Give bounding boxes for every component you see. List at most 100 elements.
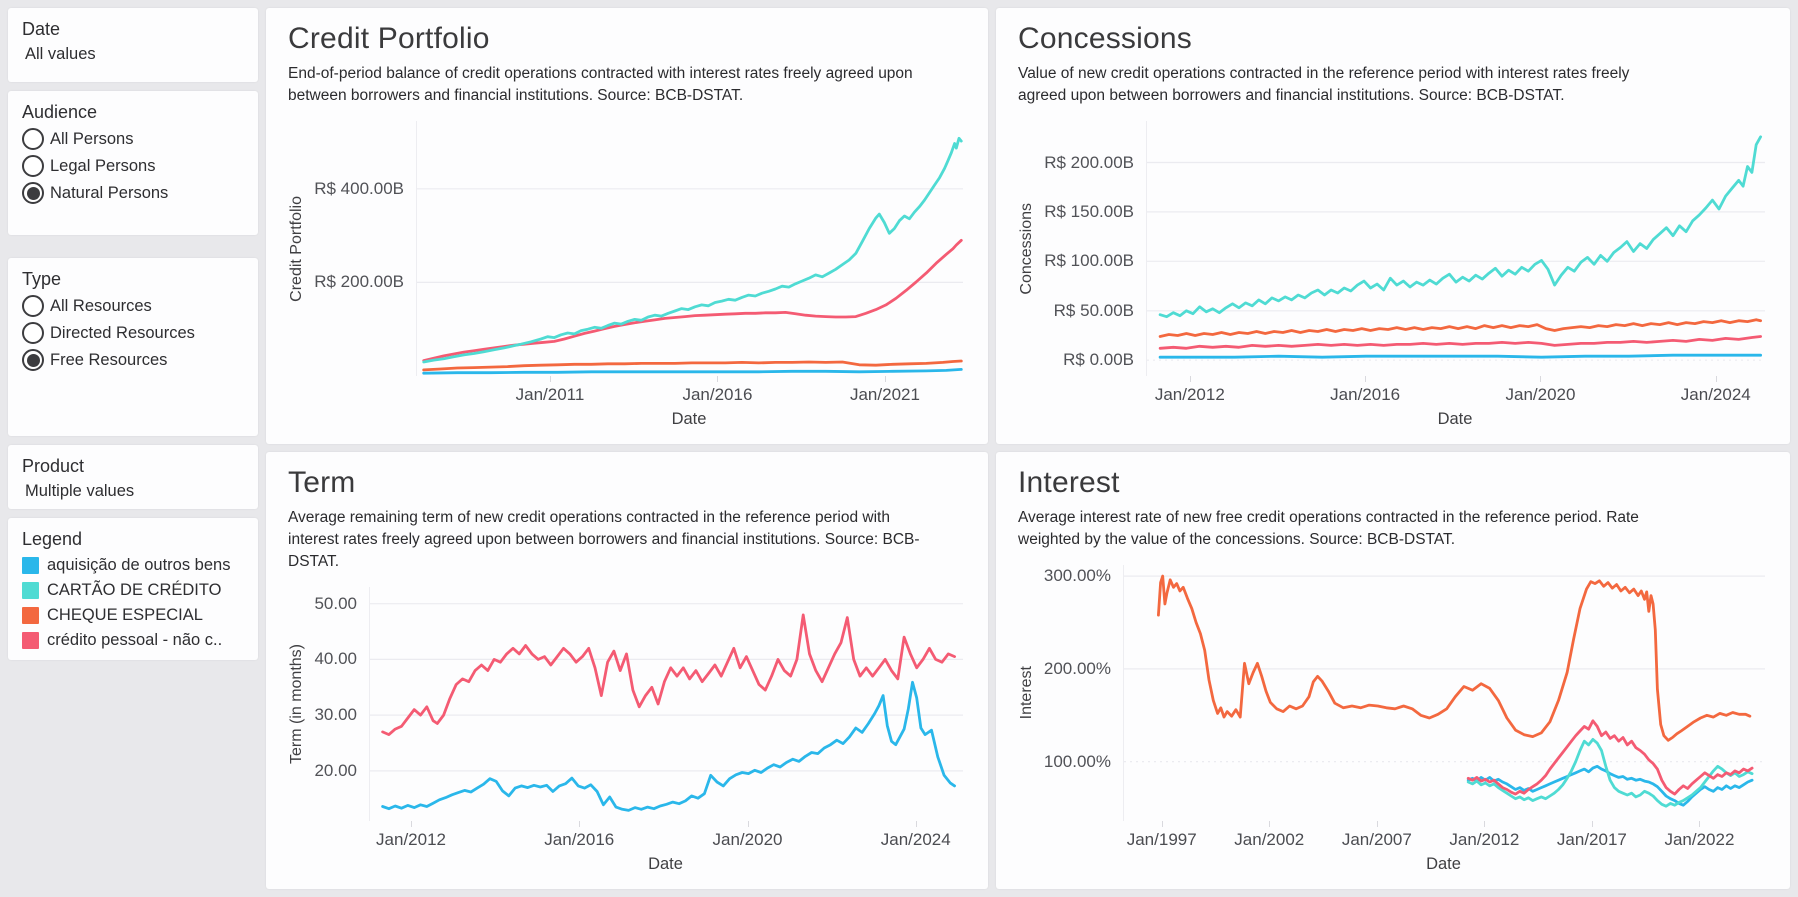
filter-sidebar: Date All values Audience All Persons Leg… xyxy=(8,8,258,889)
legend-item-aquisicao[interactable]: aquisição de outros bens xyxy=(22,556,244,575)
series-line-cheque xyxy=(422,359,963,372)
chart-title: Credit Portfolio xyxy=(288,22,490,55)
chart-title: Term xyxy=(288,466,356,499)
x-tick-mark xyxy=(1591,821,1593,827)
x-tick-label: Jan/2016 xyxy=(1330,385,1401,404)
legend-item-label: crédito pessoal - não c.. xyxy=(47,631,223,649)
y-tick-label: R$ 100.00B xyxy=(1044,251,1134,271)
type-filter-label: Type xyxy=(22,269,62,289)
x-tick-label: Jan/2020 xyxy=(712,830,783,849)
y-tick-label: 40.00 xyxy=(314,649,357,669)
x-tick-label: Jan/2002 xyxy=(1234,830,1305,849)
product-filter-value[interactable]: Multiple values xyxy=(25,482,135,500)
radio-option-label: Free Resources xyxy=(50,350,168,369)
legend-swatch-icon xyxy=(22,557,39,574)
series-line-pessoal xyxy=(422,238,963,363)
audience-option-legal-persons[interactable]: Legal Persons xyxy=(22,155,244,177)
chart-title: Interest xyxy=(1018,466,1120,499)
x-tick-mark xyxy=(1540,376,1542,382)
x-tick-label: Jan/2021 xyxy=(849,385,920,404)
product-filter-card: Product Multiple values xyxy=(8,445,258,509)
x-axis-tick-labels: Jan/2011 Jan/2016 Jan/2021 xyxy=(416,376,962,410)
x-tick-mark xyxy=(579,821,581,827)
x-tick-mark xyxy=(884,376,886,382)
radio-option-label: Directed Resources xyxy=(50,323,195,342)
radio-option-label: Natural Persons xyxy=(50,183,169,202)
legend-item-label: CARTÃO DE CRÉDITO xyxy=(47,581,222,599)
chart-description: Average remaining term of new credit ope… xyxy=(288,509,920,570)
x-tick-label: Jan/2024 xyxy=(1680,385,1751,404)
x-tick-label: Jan/1997 xyxy=(1126,830,1197,849)
chart-area: Credit Portfolio R$ 200.00B R$ 400.00B Ja… xyxy=(288,121,963,434)
date-filter-value[interactable]: All values xyxy=(25,45,96,63)
legend-title: Legend xyxy=(22,529,83,549)
interest-plot[interactable] xyxy=(1123,565,1765,821)
x-tick-label: Jan/2016 xyxy=(544,830,615,849)
legend-card: Legend aquisição de outros bens CARTÃO D… xyxy=(8,518,258,660)
chart-description: Average interest rate of new free credit… xyxy=(1018,509,1639,548)
x-tick-mark xyxy=(915,821,917,827)
x-tick-label: Jan/2007 xyxy=(1341,830,1412,849)
legend-item-cartao[interactable]: CARTÃO DE CRÉDITO xyxy=(22,581,244,600)
x-tick-mark xyxy=(1189,376,1191,382)
type-option-directed-resources[interactable]: Directed Resources xyxy=(22,322,244,344)
y-tick-label: 30.00 xyxy=(314,705,357,725)
radio-icon xyxy=(22,322,44,344)
y-tick-label: R$ 200.00B xyxy=(314,272,404,292)
series-line-aquisicao xyxy=(381,680,956,812)
radio-option-label: All Persons xyxy=(50,129,134,148)
audience-option-all-persons[interactable]: All Persons xyxy=(22,128,244,150)
term-plot[interactable] xyxy=(369,587,963,821)
credit-portfolio-card: Credit Portfolio End-of-period balance o… xyxy=(266,8,988,444)
x-axis-title: Date xyxy=(1426,855,1461,873)
y-axis-tick-labels: R$ 200.00B R$ 400.00B xyxy=(308,121,416,376)
legend-swatch-icon xyxy=(22,632,39,649)
audience-option-natural-persons[interactable]: Natural Persons xyxy=(22,182,244,204)
x-tick-label: Jan/2024 xyxy=(880,830,951,849)
x-tick-label: Jan/2012 xyxy=(376,830,447,849)
y-tick-label: 300.00% xyxy=(1043,566,1111,586)
series-line-pessoal xyxy=(381,613,956,737)
legend-item-cheque[interactable]: CHEQUE ESPECIAL xyxy=(22,606,244,625)
x-tick-mark xyxy=(1269,821,1271,827)
y-axis-tick-labels: 100.00% 200.00% 300.00% xyxy=(1038,565,1123,821)
x-tick-label: Jan/2017 xyxy=(1556,830,1627,849)
x-tick-mark xyxy=(1699,821,1701,827)
legend-item-pessoal[interactable]: crédito pessoal - não c.. xyxy=(22,631,244,650)
series-line-pessoal xyxy=(1466,719,1754,796)
radio-icon xyxy=(22,295,44,317)
y-axis-tick-labels: 20.00 30.00 40.00 50.00 xyxy=(308,587,369,821)
concessions-plot[interactable] xyxy=(1146,121,1765,376)
legend-swatch-icon xyxy=(22,582,39,599)
chart-description: Value of new credit operations contracte… xyxy=(1018,65,1630,104)
chart-area: Term (in months) 20.00 30.00 40.00 50.00 Ja… xyxy=(288,587,963,879)
y-tick-label: 50.00 xyxy=(314,593,357,613)
series-line-aquisicao xyxy=(1466,764,1754,807)
radio-option-label: All Resources xyxy=(50,296,152,315)
type-option-free-resources[interactable]: Free Resources xyxy=(22,349,244,371)
y-tick-label: R$ 400.00B xyxy=(314,178,404,198)
series-line-cartao xyxy=(1466,737,1754,808)
x-tick-mark xyxy=(1365,376,1367,382)
y-tick-label: R$ 0.00B xyxy=(1063,350,1134,370)
date-filter-card: Date All values xyxy=(8,8,258,82)
y-axis-title: Interest xyxy=(1018,666,1035,720)
x-tick-label: Jan/2012 xyxy=(1154,385,1225,404)
credit-portfolio-plot[interactable] xyxy=(416,121,963,376)
type-option-all-resources[interactable]: All Resources xyxy=(22,295,244,317)
x-tick-label: Jan/2016 xyxy=(682,385,753,404)
x-tick-label: Jan/2020 xyxy=(1505,385,1576,404)
y-tick-label: 200.00% xyxy=(1043,658,1111,678)
radio-icon xyxy=(22,155,44,177)
concessions-card: Concessions Value of new credit operatio… xyxy=(996,8,1790,444)
x-axis-tick-labels: Jan/2012 Jan/2016 Jan/2020 Jan/2024 xyxy=(369,821,962,855)
x-tick-mark xyxy=(1161,821,1163,827)
interest-card: Interest Average interest rate of new fr… xyxy=(996,452,1790,889)
x-tick-mark xyxy=(747,821,749,827)
radio-option-label: Legal Persons xyxy=(50,156,156,175)
x-tick-label: Jan/2012 xyxy=(1449,830,1520,849)
x-tick-mark xyxy=(717,376,719,382)
x-tick-label: Jan/2011 xyxy=(515,385,585,404)
series-line-cheque xyxy=(1158,318,1762,338)
